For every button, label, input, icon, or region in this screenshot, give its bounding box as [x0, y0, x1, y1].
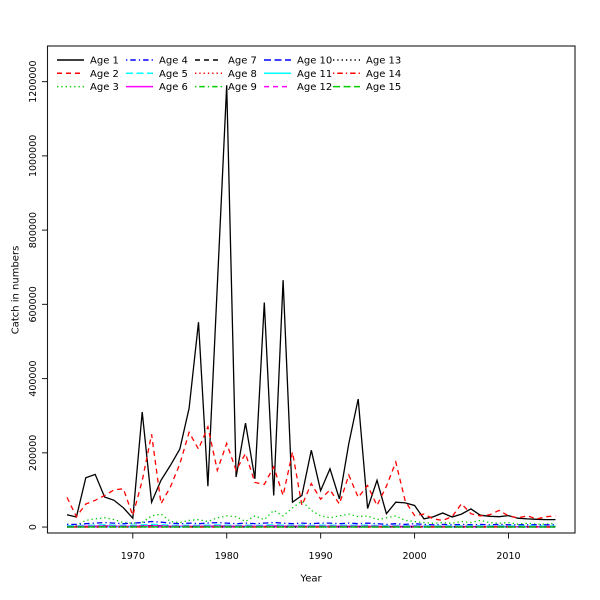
legend-label: Age 1 [90, 56, 119, 67]
legend-label: Age 12 [297, 82, 332, 93]
legend-entry-age-4: Age 4 [126, 56, 188, 67]
x-tick-label-2010: 2010 [496, 551, 520, 562]
legend-entry-age-13: Age 13 [333, 56, 401, 67]
legend-entry-age-10: Age 10 [264, 56, 332, 67]
x-tick-label-1980: 1980 [215, 551, 239, 562]
legend-label: Age 6 [159, 82, 188, 93]
y-tick-label-600000: 600000 [28, 286, 39, 322]
legend-label: Age 5 [159, 69, 188, 80]
y-tick-label-0: 0 [28, 524, 39, 530]
legend-label: Age 10 [297, 56, 332, 67]
legend-label: Age 7 [228, 56, 257, 67]
x-tick-label-2000: 2000 [402, 551, 426, 562]
series-line-age-5 [67, 523, 556, 527]
legend-entry-age-12: Age 12 [264, 82, 332, 93]
y-axis-title: Catch in numbers [10, 245, 22, 335]
y-axis: 0 200000 400000 600000 800000 1000000 1200000 [28, 60, 48, 530]
legend-label: Age 8 [228, 69, 257, 80]
legend-label: Age 14 [366, 69, 401, 80]
x-axis-title: Year [300, 573, 322, 585]
legend-label: Age 13 [366, 56, 401, 67]
series-line-age-4 [67, 520, 556, 526]
y-tick-label-800000: 800000 [28, 212, 39, 248]
legend-entry-age-9: Age 9 [195, 82, 257, 93]
x-tick-label-1970: 1970 [121, 551, 145, 562]
legend: Age 1 Age 2 Age 3 Age 4 Age 5 Age 6 Age 7 Age 8… [57, 56, 401, 93]
legend-entry-age-3: Age 3 [57, 82, 119, 93]
legend-label: Age 4 [159, 56, 188, 67]
series-line-age-1 [66, 85, 556, 521]
legend-entry-age-14: Age 14 [333, 69, 401, 80]
legend-entry-age-2: Age 2 [57, 69, 119, 80]
legend-label: Age 3 [90, 82, 119, 93]
series-lines [66, 85, 556, 528]
legend-label: Age 11 [297, 69, 332, 80]
x-axis: 1970 1980 1990 2000 2010 [121, 533, 521, 562]
y-tick-label-400000: 400000 [28, 360, 39, 396]
legend-entry-age-1: Age 1 [57, 56, 119, 67]
legend-entry-age-7: Age 7 [195, 56, 257, 67]
y-tick-label-1000000: 1000000 [28, 135, 39, 177]
legend-entry-age-15: Age 15 [333, 82, 401, 93]
legend-entry-age-6: Age 6 [126, 82, 188, 93]
legend-entry-age-11: Age 11 [264, 69, 332, 80]
series-line-age-2 [66, 424, 556, 522]
plot-box [46, 45, 576, 534]
legend-label: Age 9 [228, 82, 257, 93]
y-tick-label-200000: 200000 [28, 435, 39, 471]
legend-label: Age 15 [366, 82, 401, 93]
legend-entry-age-8: Age 8 [195, 69, 257, 80]
x-tick-label-1990: 1990 [309, 551, 333, 562]
legend-label: Age 2 [90, 69, 119, 80]
y-tick-label-1200000: 1200000 [28, 60, 39, 102]
legend-entry-age-5: Age 5 [126, 69, 188, 80]
